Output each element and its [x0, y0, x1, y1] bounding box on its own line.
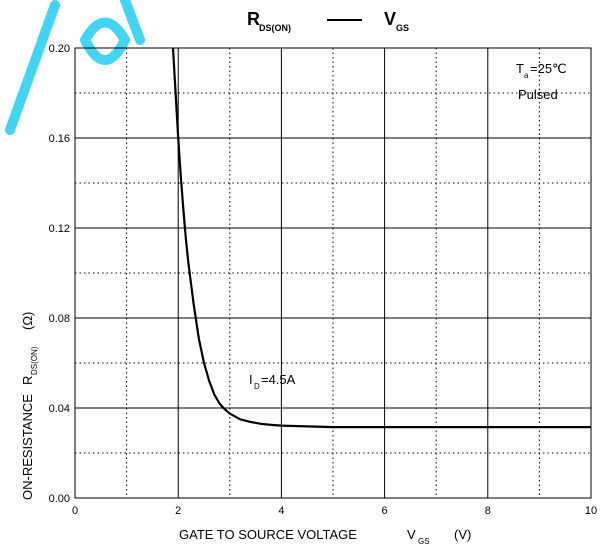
- title-vgs-sub: GS: [396, 23, 409, 33]
- x-tick-labels: 0 2 4 6 8 10: [72, 505, 597, 517]
- series-annotation: I D =4.5A: [249, 372, 296, 391]
- y-tick-label: 0.20: [49, 43, 70, 55]
- y-axis-symbol-main: R: [20, 376, 35, 385]
- x-tick-label: 2: [175, 505, 181, 517]
- title-vgs-main: V: [384, 9, 396, 29]
- y-axis-symbol-sub: DS(ON): [30, 346, 39, 375]
- x-axis-symbol-main: V: [407, 527, 416, 542]
- y-tick-label: 0.16: [49, 133, 70, 145]
- x-tick-label: 6: [382, 505, 388, 517]
- x-axis-symbol-sub: GS: [418, 537, 430, 546]
- y-axis-label: ON-RESISTANCE R DS(ON) (Ω): [20, 312, 39, 500]
- title-rds-sub: DS(ON): [259, 23, 291, 33]
- x-axis-title: GATE TO SOURCE VOLTAGE: [179, 527, 357, 542]
- y-tick-labels: 0.00 0.04 0.08 0.12 0.16 0.20: [49, 43, 70, 505]
- rds-curve: [173, 48, 591, 427]
- condition-temp-main: T: [516, 61, 524, 76]
- y-tick-label: 0.04: [49, 403, 70, 415]
- annotation-id-value: =4.5A: [261, 372, 296, 387]
- y-tick-label: 0.12: [49, 223, 70, 235]
- y-tick-label: 0.08: [49, 313, 70, 325]
- condition-temp-sub: a: [524, 71, 529, 80]
- x-axis-unit: (V): [454, 527, 471, 542]
- y-tick-label: 0.00: [49, 493, 70, 505]
- x-tick-label: 8: [485, 505, 491, 517]
- x-tick-label: 4: [278, 505, 284, 517]
- x-tick-label: 10: [585, 505, 597, 517]
- conditions-label: T a =25℃ Pulsed: [516, 61, 567, 102]
- x-axis-label: GATE TO SOURCE VOLTAGE V GS (V): [179, 527, 471, 546]
- grid-minor: [75, 48, 591, 498]
- condition-mode: Pulsed: [518, 87, 558, 102]
- y-axis-title: ON-RESISTANCE: [20, 394, 35, 500]
- chart-title: R DS(ON) V GS: [247, 9, 409, 33]
- x-tick-label: 0: [72, 505, 78, 517]
- annotation-id-main: I: [249, 372, 253, 387]
- y-axis-unit: (Ω): [20, 312, 35, 330]
- condition-temp-value: =25℃: [530, 61, 567, 76]
- annotation-id-sub: D: [254, 382, 260, 391]
